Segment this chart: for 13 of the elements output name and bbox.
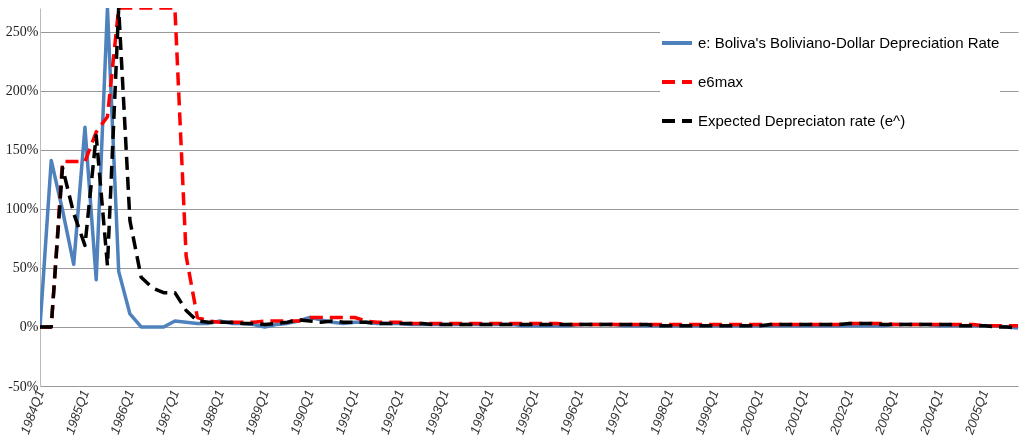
y-tick-label: 0% — [19, 319, 39, 335]
legend-label: e: Boliva's Boliviano-Dollar Depreciation Rate — [698, 34, 1000, 51]
y-tick-label: 150% — [5, 142, 39, 158]
y-tick-label: 250% — [5, 24, 39, 40]
x-tick-label: 1996Q1 — [556, 387, 587, 437]
y-tick-label: 50% — [12, 260, 39, 276]
y-tick-label: 200% — [5, 83, 39, 99]
y-tick-label: 100% — [5, 201, 39, 217]
x-tick-label: 1997Q1 — [601, 387, 632, 437]
legend-label: e6max — [698, 73, 744, 90]
x-tick-label: 1998Q1 — [646, 387, 677, 437]
legend-label: Expected Depreciaton rate (e^) — [698, 112, 906, 129]
x-tick-label: 1999Q1 — [691, 387, 722, 437]
